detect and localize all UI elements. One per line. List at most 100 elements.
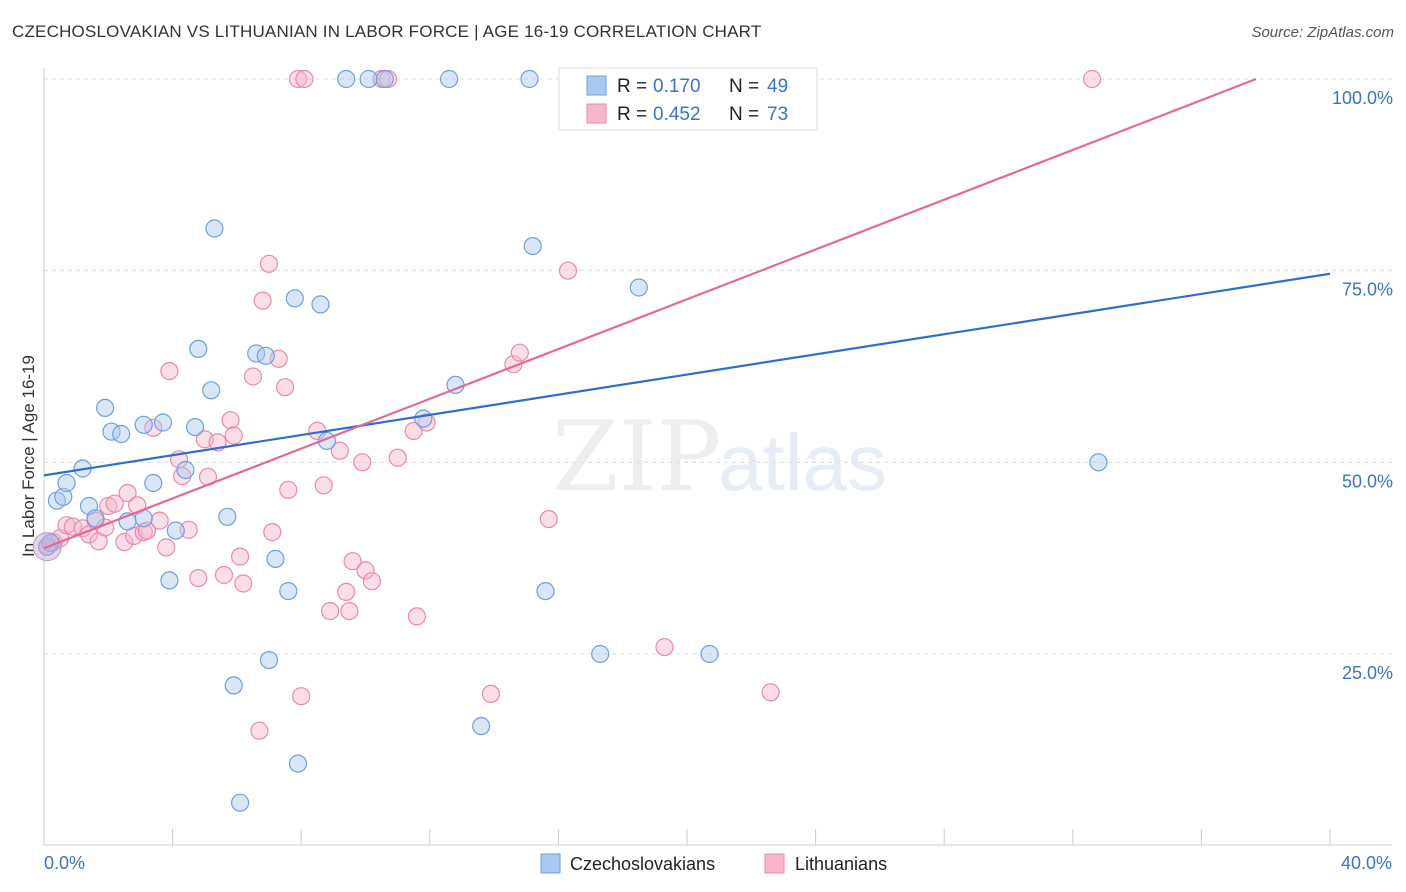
bottom-legend-swatch-czechoslovakians bbox=[540, 853, 561, 874]
lithuanians-point-47 bbox=[321, 601, 340, 621]
legend-r-value-lithuanians: 0.452 bbox=[653, 104, 701, 125]
czechoslovakians-point-27 bbox=[256, 346, 275, 365]
czechoslovakians-point-42 bbox=[520, 69, 539, 89]
y-tick-labels: 25.0% 50.0% 75.0% 100.0% bbox=[1332, 88, 1393, 683]
czechoslovakians-point-41 bbox=[472, 716, 491, 736]
watermark-atlas: atlas bbox=[718, 418, 887, 507]
lithuanians-point-63 bbox=[510, 343, 529, 362]
y-tick-label-25: 25.0% bbox=[1342, 663, 1393, 683]
series-legend: Czechoslovakians Lithuanians bbox=[540, 853, 887, 874]
czechoslovakians-point-48 bbox=[700, 644, 719, 664]
legend-r-label-lithuanians: R = bbox=[617, 104, 647, 125]
legend-n-value-czechoslovakians: 49 bbox=[767, 76, 788, 97]
czechoslovakians-trend-line bbox=[43, 272, 1331, 477]
czechoslovakians-point-39 bbox=[440, 69, 459, 89]
bottom-legend-label-lithuanians: Lithuanians bbox=[795, 854, 887, 874]
lithuanians-point-43 bbox=[292, 687, 311, 706]
czechoslovakians-point-21 bbox=[202, 381, 221, 400]
lithuanians-point-54 bbox=[362, 572, 381, 591]
legend-n-label-czechoslovakians: N = bbox=[729, 76, 759, 97]
legend-r-value-czechoslovakians: 0.170 bbox=[653, 76, 701, 97]
lithuanians-point-48 bbox=[330, 441, 349, 460]
x-tick-label-max: 40.0% bbox=[1341, 853, 1392, 873]
czechoslovakians-point-22 bbox=[205, 219, 224, 238]
czechoslovakians-point-46 bbox=[591, 644, 610, 664]
legend-n-label-lithuanians: N = bbox=[729, 104, 759, 125]
lithuanians-point-38 bbox=[263, 522, 282, 542]
czechoslovakians-point-13 bbox=[134, 415, 153, 434]
lithuanians-point-25 bbox=[189, 568, 208, 588]
lithuanians-point-37 bbox=[259, 254, 279, 273]
lithuanians-point-59 bbox=[407, 607, 426, 626]
x-axis-ticks bbox=[43, 829, 1331, 845]
czechoslovakians-point-18 bbox=[176, 460, 195, 480]
lithuanians-point-61 bbox=[481, 684, 500, 704]
lithuanians-point-51 bbox=[343, 552, 362, 571]
czechoslovakians-point-10 bbox=[112, 424, 131, 444]
czechoslovakians-point-49 bbox=[1089, 453, 1108, 472]
czechoslovakians-point-8 bbox=[95, 398, 115, 417]
czechoslovakians-point-3 bbox=[54, 487, 73, 506]
lithuanians-point-50 bbox=[340, 601, 359, 621]
czechoslovakians-point-23 bbox=[218, 507, 237, 526]
watermark-zip: ZIP bbox=[552, 401, 721, 513]
czechoslovakians-point-31 bbox=[285, 289, 304, 308]
source-label: Source: ZipAtlas.com bbox=[1251, 24, 1394, 41]
lithuanians-point-29 bbox=[214, 565, 234, 585]
lithuanians-point-65 bbox=[558, 261, 578, 280]
czechoslovakians-point-32 bbox=[288, 754, 308, 773]
czechoslovakians-point-7 bbox=[86, 509, 105, 528]
lithuanians-trend-line bbox=[43, 77, 1257, 550]
gridlines bbox=[44, 78, 1392, 655]
lithuanians-point-13 bbox=[118, 483, 137, 503]
czechoslovakians-point-47 bbox=[629, 278, 648, 297]
czechoslovakians-point-43 bbox=[523, 237, 542, 256]
czechoslovakians-point-4 bbox=[57, 473, 76, 493]
lithuanians-point-19 bbox=[150, 511, 169, 530]
lithuanians-point-30 bbox=[221, 411, 240, 430]
lithuanians-point-24 bbox=[179, 520, 198, 539]
czechoslovakians-point-44 bbox=[536, 581, 555, 601]
lithuanians-point-49 bbox=[337, 582, 356, 602]
lithuanians-point-52 bbox=[353, 453, 372, 472]
czechoslovakians-point-25 bbox=[231, 793, 250, 812]
czechoslovakians-point-19 bbox=[186, 418, 205, 437]
lithuanians-point-31 bbox=[224, 426, 243, 445]
lithuanians-point-33 bbox=[234, 574, 253, 593]
czechoslovakians-points bbox=[32, 69, 1108, 812]
lithuanians-point-32 bbox=[231, 547, 250, 566]
czechoslovakians-point-37 bbox=[375, 69, 394, 89]
legend-swatch-czechoslovakians bbox=[586, 75, 607, 96]
bottom-legend-swatch-lithuanians bbox=[764, 853, 785, 874]
lithuanians-point-34 bbox=[243, 367, 263, 386]
chart-title: CZECHOSLOVAKIAN VS LITHUANIAN IN LABOR F… bbox=[12, 22, 762, 41]
legend-n-value-lithuanians: 73 bbox=[767, 104, 788, 125]
watermark: ZIP atlas bbox=[552, 401, 887, 513]
czechoslovakians-point-35 bbox=[337, 69, 356, 89]
lithuanians-point-20 bbox=[157, 538, 176, 557]
czechoslovakians-point-16 bbox=[160, 571, 179, 590]
czechoslovakians-point-24 bbox=[224, 676, 243, 695]
lithuanians-point-66 bbox=[655, 637, 674, 657]
czechoslovakians-point-29 bbox=[266, 549, 285, 569]
lithuanians-point-40 bbox=[276, 378, 295, 397]
czechoslovakians-point-20 bbox=[189, 339, 208, 358]
bottom-legend-label-czechoslovakians: Czechoslovakians bbox=[570, 854, 715, 874]
czechoslovakians-point-33 bbox=[311, 295, 330, 314]
x-tick-label-min: 0.0% bbox=[44, 853, 85, 873]
correlation-legend: R = 0.170 N = 49 R = 0.452 N = 73 bbox=[558, 67, 818, 131]
czechoslovakians-point-38 bbox=[414, 409, 433, 428]
czechoslovakians-point-15 bbox=[153, 413, 173, 432]
legend-r-label-czechoslovakians: R = bbox=[617, 76, 647, 97]
y-axis-title: In Labor Force | Age 16-19 bbox=[19, 355, 38, 557]
czechoslovakians-point-17 bbox=[166, 521, 185, 540]
lithuanians-point-69 bbox=[1082, 69, 1102, 89]
lithuanians-point-36 bbox=[253, 291, 272, 310]
lithuanians-point-21 bbox=[160, 362, 179, 381]
lithuanians-point-12 bbox=[115, 532, 134, 552]
lithuanians-point-41 bbox=[279, 480, 298, 499]
lithuanians-point-11 bbox=[105, 494, 124, 513]
y-tick-label-75: 75.0% bbox=[1342, 280, 1393, 300]
czechoslovakians-point-36 bbox=[359, 69, 378, 89]
